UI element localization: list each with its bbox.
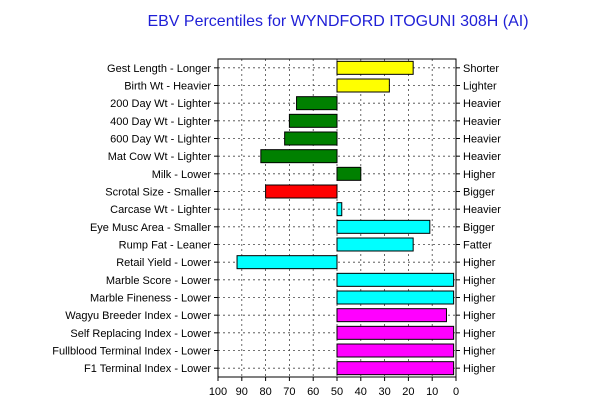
bar — [288, 113, 338, 128]
category-label: Retail Yield - Lower — [116, 257, 211, 269]
direction-label: Higher — [463, 275, 496, 287]
category-label: Marble Fineness - Lower — [90, 293, 211, 305]
direction-label: Lighter — [463, 81, 497, 93]
direction-label: Higher — [463, 310, 496, 322]
bar — [284, 131, 338, 146]
category-label: Milk - Lower — [152, 169, 212, 181]
direction-label: Higher — [463, 293, 496, 305]
chart-title: EBV Percentiles for WYNDFORD ITOGUNI 308… — [147, 13, 528, 30]
direction-label: Higher — [463, 363, 496, 375]
bar — [236, 255, 338, 270]
bar — [260, 149, 338, 164]
category-label: Rump Fat - Leaner — [119, 240, 212, 252]
category-label: 400 Day Wt - Lighter — [110, 116, 211, 128]
x-axis-ticks: 100 90 80 70 60 50 40 30 20 10 0 — [209, 67, 460, 398]
category-label: 600 Day Wt - Lighter — [110, 134, 211, 146]
direction-label: Heavier — [463, 151, 501, 163]
x-tick-label: 40 — [355, 386, 367, 398]
direction-label: Higher — [463, 346, 496, 358]
bar — [296, 96, 338, 111]
category-label: Gest Length - Longer — [107, 63, 211, 75]
bar — [336, 166, 362, 181]
category-label: Self Replacing Index - Lower — [70, 328, 211, 340]
bars — [236, 60, 455, 376]
bar — [336, 325, 455, 340]
x-tick-label: 10 — [426, 386, 438, 398]
bar — [336, 343, 455, 358]
x-tick-label: 80 — [259, 386, 271, 398]
x-tick-label: 50 — [331, 386, 343, 398]
x-tick-label: 60 — [307, 386, 319, 398]
direction-label: Higher — [463, 257, 496, 269]
x-tick-label: 90 — [236, 386, 248, 398]
direction-label: Heavier — [463, 98, 501, 110]
category-label: Scrotal Size - Smaller — [105, 187, 211, 199]
bar — [336, 272, 455, 287]
direction-label: Higher — [463, 328, 496, 340]
x-tick-label: 30 — [378, 386, 390, 398]
category-label: Eye Musc Area - Smaller — [90, 222, 211, 234]
category-label: Mat Cow Wt - Lighter — [108, 151, 212, 163]
bar — [336, 361, 455, 376]
bar — [336, 202, 343, 217]
bar — [336, 290, 455, 305]
category-labels: Gest Length - Longer Birth Wt - Heavier 20… — [52, 63, 211, 375]
bar — [265, 184, 338, 199]
direction-label: Fatter — [463, 240, 492, 252]
category-label: Birth Wt - Heavier — [124, 81, 211, 93]
direction-label: Heavier — [463, 116, 501, 128]
direction-label: Shorter — [463, 63, 499, 75]
direction-label: Heavier — [463, 134, 501, 146]
bar — [336, 308, 447, 323]
category-label: Wagyu Breeder Index - Lower — [65, 310, 211, 322]
category-label: Marble Score - Lower — [106, 275, 211, 287]
category-label: Fullblood Terminal Index - Lower — [52, 346, 211, 358]
x-tick-label: 20 — [402, 386, 414, 398]
category-label: Carcase Wt - Lighter — [110, 204, 211, 216]
direction-label: Bigger — [463, 187, 495, 199]
bar — [336, 60, 414, 75]
x-tick-label: 100 — [209, 386, 227, 398]
bar — [336, 219, 431, 234]
bar — [336, 237, 414, 252]
bar — [336, 78, 390, 93]
grid — [218, 59, 456, 377]
category-label: F1 Terminal Index - Lower — [84, 363, 211, 375]
direction-label: Bigger — [463, 222, 495, 234]
direction-labels: Shorter Lighter Heavier Heavier Heavier Heavi… — [463, 63, 501, 375]
direction-label: Higher — [463, 169, 496, 181]
direction-label: Heavier — [463, 204, 501, 216]
category-label: 200 Day Wt - Lighter — [110, 98, 211, 110]
x-tick-label: 70 — [283, 386, 295, 398]
x-tick-label: 0 — [453, 386, 459, 398]
